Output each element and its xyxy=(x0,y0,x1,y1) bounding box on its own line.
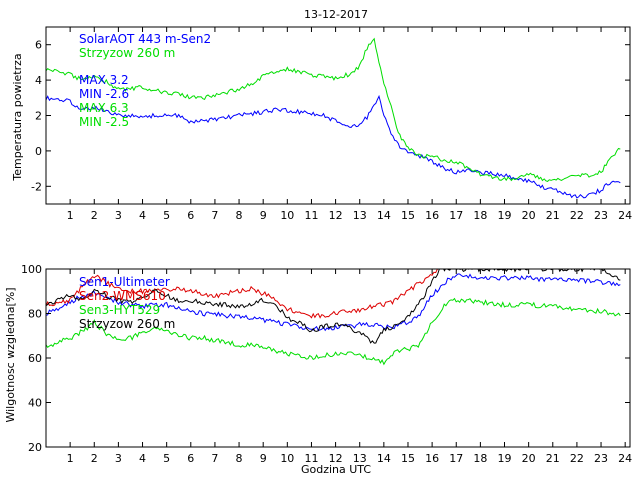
annotation-label: MAX 3.2 xyxy=(79,73,129,87)
x-tick-label: 17 xyxy=(449,209,463,222)
x-tick-label: 8 xyxy=(236,452,243,465)
legend-entry: SolarAOT 443 m-Sen2 xyxy=(79,32,211,46)
series-line-solaraot-443-m-sen2 xyxy=(46,94,621,199)
y-axis-label-temperature: Temperatura powietrza xyxy=(11,53,24,181)
y-axis-label-humidity: Wilgotnosc wzgledna[%] xyxy=(4,287,17,422)
x-tick-label: 5 xyxy=(163,452,170,465)
x-tick-label: 12 xyxy=(329,452,343,465)
x-tick-label: 3 xyxy=(115,452,122,465)
x-tick-label: 9 xyxy=(260,452,267,465)
x-tick-label: 19 xyxy=(498,209,512,222)
series-line-sen3-hyt529 xyxy=(46,297,621,366)
x-tick-label: 18 xyxy=(473,452,487,465)
annotation-label: MAX 6.3 xyxy=(79,101,129,115)
legend-entry: Sen3-HYT529 xyxy=(79,303,160,317)
legend-entry: Strzyzow 260 m xyxy=(79,46,175,60)
y-tick-label: 80 xyxy=(28,308,42,321)
y-tick-label: 2 xyxy=(35,110,42,123)
y-tick-label: 0 xyxy=(35,145,42,158)
x-tick-label: 10 xyxy=(280,452,294,465)
legend-entry: Strzyzow 260 m xyxy=(79,317,175,331)
x-tick-label: 1 xyxy=(67,209,74,222)
x-tick-label: 15 xyxy=(401,209,415,222)
x-tick-label: 1 xyxy=(67,452,74,465)
x-tick-label: 14 xyxy=(377,209,391,222)
x-tick-label: 18 xyxy=(473,209,487,222)
x-tick-label: 21 xyxy=(546,209,560,222)
x-tick-label: 24 xyxy=(618,452,632,465)
x-tick-label: 22 xyxy=(570,209,584,222)
annotation-label: MIN -2.6 xyxy=(79,87,129,101)
x-tick-label: 6 xyxy=(187,452,194,465)
x-tick-label: 17 xyxy=(449,452,463,465)
x-tick-label: 12 xyxy=(329,209,343,222)
series-line-sen2-wms610 xyxy=(46,269,440,319)
y-tick-label: 40 xyxy=(28,397,42,410)
x-tick-label: 9 xyxy=(260,209,267,222)
x-tick-label: 23 xyxy=(594,452,608,465)
x-tick-label: 4 xyxy=(139,209,146,222)
x-tick-label: 22 xyxy=(570,452,584,465)
x-tick-label: 11 xyxy=(304,452,318,465)
y-tick-label: 6 xyxy=(35,39,42,52)
x-tick-label: 13 xyxy=(353,209,367,222)
y-tick-label: 20 xyxy=(28,441,42,454)
x-tick-label: 23 xyxy=(594,209,608,222)
temperature-panel: 1 2 3 4 5 6 7 8 9 10 11 12 13 14 15 16 17 18 19 20 21 22 23 24-… xyxy=(31,26,632,222)
x-tick-label: 19 xyxy=(498,452,512,465)
x-tick-label: 24 xyxy=(618,209,632,222)
x-tick-label: 2 xyxy=(91,209,98,222)
annotation-label: MIN -2.5 xyxy=(79,115,129,129)
series-line-sen1-ultimeter xyxy=(46,273,621,332)
x-axis-label: Godzina UTC xyxy=(301,463,371,476)
legend-entry: Sen2-WMS610 xyxy=(79,289,166,303)
x-tick-label: 15 xyxy=(401,452,415,465)
series-line-strzyzow-260-m xyxy=(46,37,621,182)
x-tick-label: 5 xyxy=(163,209,170,222)
x-tick-label: 14 xyxy=(377,452,391,465)
x-tick-label: 20 xyxy=(522,452,536,465)
x-tick-label: 8 xyxy=(236,209,243,222)
x-tick-label: 7 xyxy=(211,452,218,465)
humidity-panel: 1 2 3 4 5 6 7 8 9 10 11 12 13 14 15 16 17 18 19 20 21 22 23 242… xyxy=(21,263,632,465)
y-tick-label: 60 xyxy=(28,352,42,365)
x-tick-label: 4 xyxy=(139,452,146,465)
x-tick-label: 21 xyxy=(546,452,560,465)
x-tick-label: 16 xyxy=(425,452,439,465)
x-tick-label: 2 xyxy=(91,452,98,465)
x-tick-label: 13 xyxy=(353,452,367,465)
x-tick-label: 6 xyxy=(187,209,194,222)
legend-entry: Sen1-Ultimeter xyxy=(79,275,170,289)
y-tick-label: -2 xyxy=(31,180,42,193)
x-tick-label: 11 xyxy=(304,209,318,222)
y-tick-label: 4 xyxy=(35,74,42,87)
x-tick-label: 16 xyxy=(425,209,439,222)
x-tick-label: 20 xyxy=(522,209,536,222)
x-tick-label: 7 xyxy=(211,209,218,222)
x-tick-label: 3 xyxy=(115,209,122,222)
y-tick-label: 100 xyxy=(21,263,42,276)
x-tick-label: 10 xyxy=(280,209,294,222)
series-line-strzyzow-260-m xyxy=(46,269,621,344)
chart-title: 13-12-2017 xyxy=(304,8,368,21)
